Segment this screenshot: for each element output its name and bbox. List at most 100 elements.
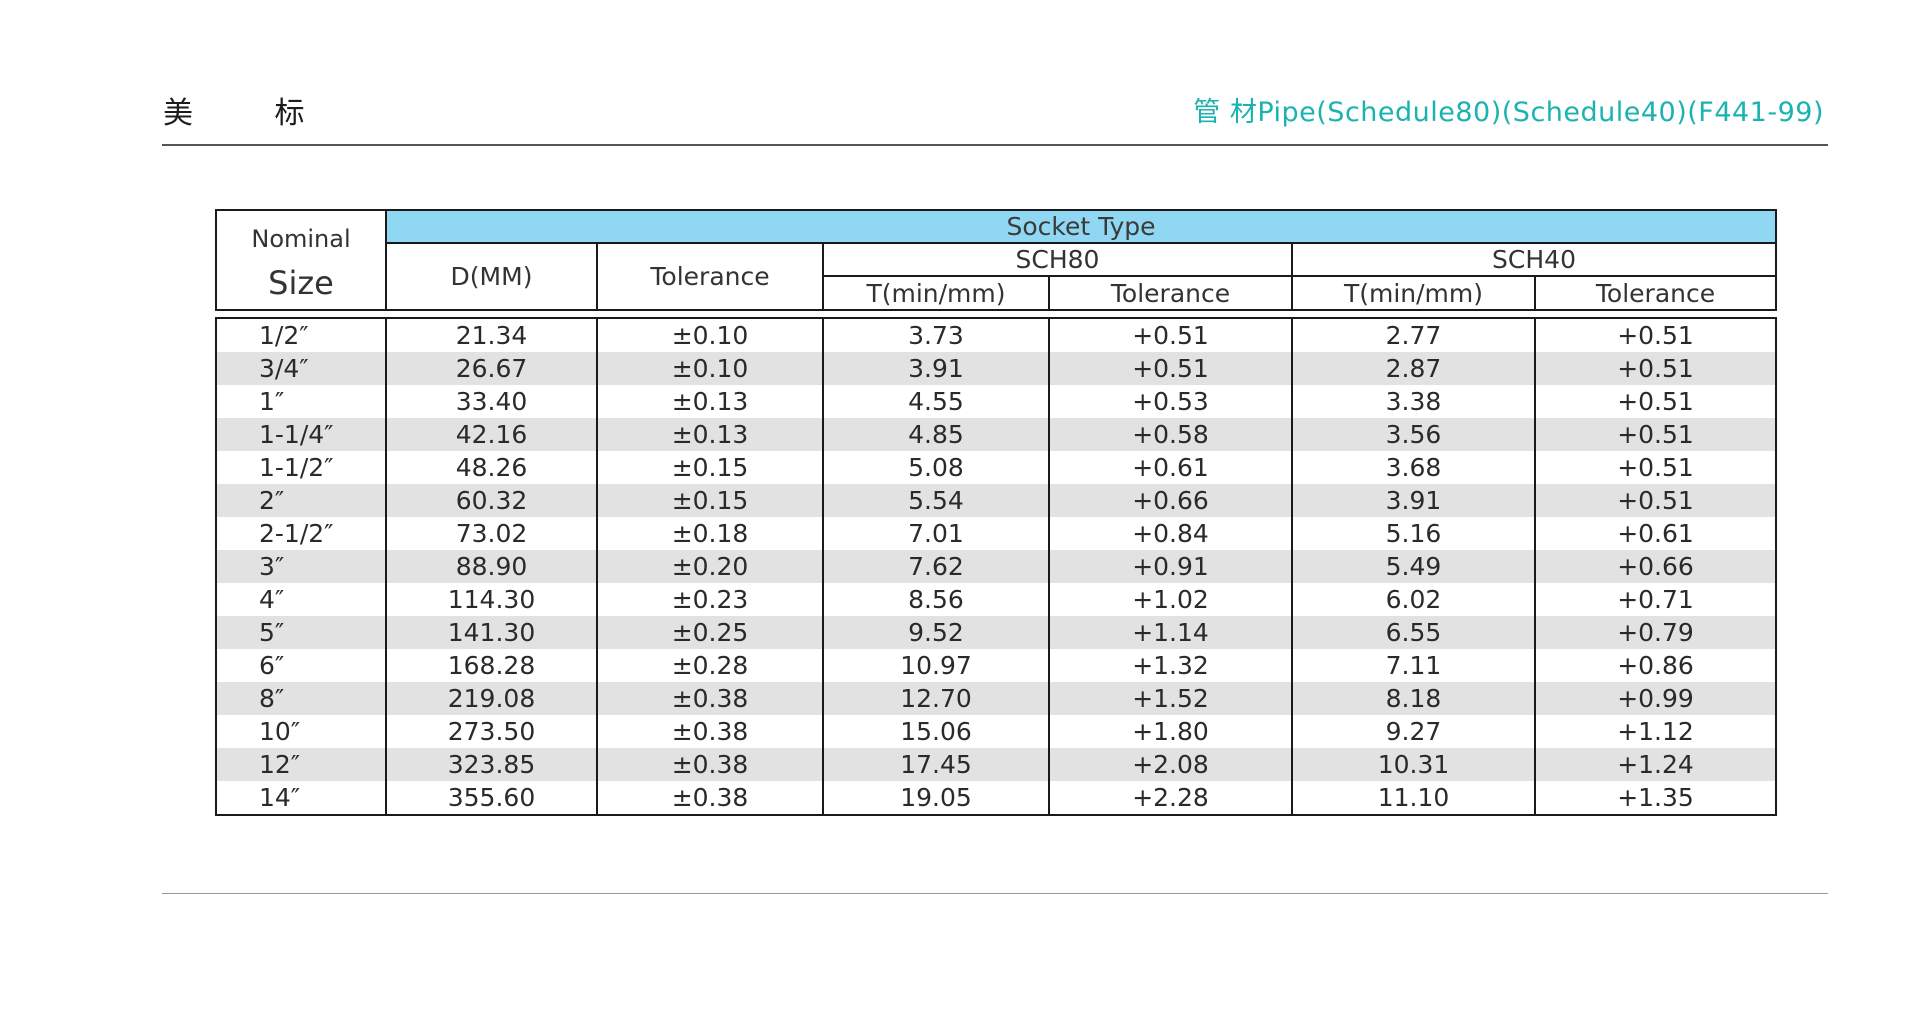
cell-sch40-tolerance: +0.51: [1534, 385, 1776, 418]
nominal-label: Nominal: [251, 225, 351, 253]
cell-diameter-tolerance: ±0.38: [596, 748, 823, 781]
sch40-tolerance-header: Tolerance: [1533, 275, 1778, 311]
cell-sch40-tolerance: +0.99: [1534, 682, 1776, 715]
cell-sch80-thickness: 15.06: [822, 715, 1049, 748]
tolerance-header: Tolerance: [596, 242, 824, 311]
cell-sch40-tolerance: +0.66: [1534, 550, 1776, 583]
cell-sch80-thickness: 12.70: [822, 682, 1049, 715]
cell-outer-diameter: 114.30: [385, 583, 597, 616]
cell-sch40-tolerance: +0.51: [1534, 318, 1776, 352]
cell-sch80-tolerance: +0.58: [1048, 418, 1292, 451]
cell-sch80-tolerance: +1.32: [1048, 649, 1292, 682]
cell-outer-diameter: 273.50: [385, 715, 597, 748]
table-row: 2-1/2″ 73.02 ±0.18 7.01 +0.84 5.16 +0.61: [216, 517, 1776, 550]
sch40-header: SCH40: [1290, 242, 1778, 277]
cell-outer-diameter: 355.60: [385, 781, 597, 815]
cell-sch80-tolerance: +1.14: [1048, 616, 1292, 649]
cell-sch80-thickness: 19.05: [822, 781, 1049, 815]
table-row: 2″ 60.32 ±0.15 5.54 +0.66 3.91 +0.51: [216, 484, 1776, 517]
cell-sch40-thickness: 9.27: [1291, 715, 1535, 748]
pipe-spec-table: Nominal Size Socket Type D(MM) Tolerance…: [215, 209, 1778, 816]
cell-size: 12″: [216, 748, 386, 781]
table-row: 1/2″ 21.34 ±0.10 3.73 +0.51 2.77 +0.51: [216, 318, 1776, 352]
cell-outer-diameter: 88.90: [385, 550, 597, 583]
cell-size: 10″: [259, 717, 301, 746]
table-row: 1″ 33.40 ±0.13 4.55 +0.53 3.38 +0.51: [216, 385, 1776, 418]
cell-sch40-thickness: 6.02: [1291, 583, 1535, 616]
sch80-tolerance-header: Tolerance: [1048, 275, 1293, 311]
cell-outer-diameter: 33.40: [385, 385, 597, 418]
cell-size: 3″: [216, 550, 386, 583]
cell-sch40-tolerance: +0.51: [1534, 451, 1776, 484]
cell-diameter-tolerance: ±0.20: [596, 550, 823, 583]
cell-diameter-tolerance: ±0.38: [596, 682, 823, 715]
cell-sch80-thickness: 10.97: [822, 649, 1049, 682]
sch40-t-header: T(min/mm): [1291, 275, 1536, 311]
table-row: 6″ 168.28 ±0.28 10.97 +1.32 7.11 +0.86: [216, 649, 1776, 682]
cell-diameter-tolerance: ±0.10: [596, 318, 823, 352]
cell-outer-diameter: 73.02: [385, 517, 597, 550]
cell-diameter-tolerance: ±0.15: [596, 484, 823, 517]
cell-sch40-tolerance: +0.51: [1534, 418, 1776, 451]
sch80-t-header: T(min/mm): [822, 275, 1050, 311]
cell-outer-diameter: 42.16: [385, 418, 597, 451]
cell-diameter-tolerance: ±0.28: [596, 649, 823, 682]
cell-size: 2″: [216, 484, 386, 517]
table-body: 1/2″ 21.34 ±0.10 3.73 +0.51 2.77 +0.51 3/4″ 26.6…: [215, 317, 1777, 816]
sch80-header: SCH80: [822, 242, 1293, 277]
table-row: 3/4″ 26.67 ±0.10 3.91 +0.51 2.87 +0.51: [216, 352, 1776, 385]
cell-sch80-tolerance: +0.66: [1048, 484, 1292, 517]
cell-size: 1″: [259, 387, 285, 416]
table-row: 3″ 88.90 ±0.20 7.62 +0.91 5.49 +0.66: [216, 550, 1776, 583]
cell-sch80-tolerance: +0.53: [1048, 385, 1292, 418]
cell-sch40-thickness: 2.87: [1291, 352, 1535, 385]
table-row: 8″ 219.08 ±0.38 12.70 +1.52 8.18 +0.99: [216, 682, 1776, 715]
table-row: 5″ 141.30 ±0.25 9.52 +1.14 6.55 +0.79: [216, 616, 1776, 649]
cell-diameter-tolerance: ±0.38: [596, 781, 823, 815]
cell-size: 14″: [259, 783, 301, 812]
cell-size: 4″: [259, 585, 285, 614]
table-row: 10″ 273.50 ±0.38 15.06 +1.80 9.27 +1.12: [216, 715, 1776, 748]
cell-sch40-tolerance: +0.61: [1534, 517, 1776, 550]
cell-sch80-tolerance: +0.91: [1048, 550, 1292, 583]
cell-outer-diameter: 48.26: [385, 451, 597, 484]
cell-size: 3/4″: [216, 352, 386, 385]
cell-outer-diameter: 21.34: [385, 318, 597, 352]
table-header: Nominal Size Socket Type D(MM) Tolerance…: [215, 209, 1778, 311]
cell-sch80-tolerance: +2.28: [1048, 781, 1292, 815]
cell-sch40-thickness: 3.38: [1291, 385, 1535, 418]
d-mm-header: D(MM): [385, 242, 598, 311]
cell-sch40-thickness: 2.77: [1291, 318, 1535, 352]
cell-diameter-tolerance: ±0.13: [596, 418, 823, 451]
cell-sch80-thickness: 5.08: [822, 451, 1049, 484]
cell-size: 6″: [259, 651, 285, 680]
cell-sch40-tolerance: +0.86: [1534, 649, 1776, 682]
cell-size: 2-1/2″: [259, 519, 334, 548]
cell-sch40-tolerance: +0.51: [1534, 484, 1776, 517]
cell-diameter-tolerance: ±0.15: [596, 451, 823, 484]
cell-sch40-thickness: 6.55: [1291, 616, 1535, 649]
cell-sch40-thickness: 10.31: [1291, 748, 1535, 781]
page-title-left: 美 标: [163, 96, 341, 131]
cell-sch80-thickness: 5.54: [822, 484, 1049, 517]
cell-sch40-tolerance: +0.79: [1534, 616, 1776, 649]
cell-diameter-tolerance: ±0.23: [596, 583, 823, 616]
table-row: 4″ 114.30 ±0.23 8.56 +1.02 6.02 +0.71: [216, 583, 1776, 616]
footer-divider: [162, 893, 1828, 894]
table-row: 1-1/4″ 42.16 ±0.13 4.85 +0.58 3.56 +0.51: [216, 418, 1776, 451]
cell-size: 8″: [216, 682, 386, 715]
cell-sch40-thickness: 3.91: [1291, 484, 1535, 517]
nominal-size-header: Nominal Size: [215, 209, 387, 311]
header-divider: [162, 144, 1828, 146]
cell-sch80-tolerance: +1.80: [1048, 715, 1292, 748]
cell-size: 1/2″: [259, 321, 309, 350]
cell-sch80-tolerance: +1.52: [1048, 682, 1292, 715]
cell-size: 1-1/2″: [259, 453, 334, 482]
cell-diameter-tolerance: ±0.13: [596, 385, 823, 418]
cell-outer-diameter: 60.32: [385, 484, 597, 517]
cell-diameter-tolerance: ±0.10: [596, 352, 823, 385]
cell-sch40-thickness: 5.16: [1291, 517, 1535, 550]
cell-sch40-tolerance: +1.24: [1534, 748, 1776, 781]
cell-diameter-tolerance: ±0.38: [596, 715, 823, 748]
cell-sch40-tolerance: +1.35: [1534, 781, 1776, 815]
